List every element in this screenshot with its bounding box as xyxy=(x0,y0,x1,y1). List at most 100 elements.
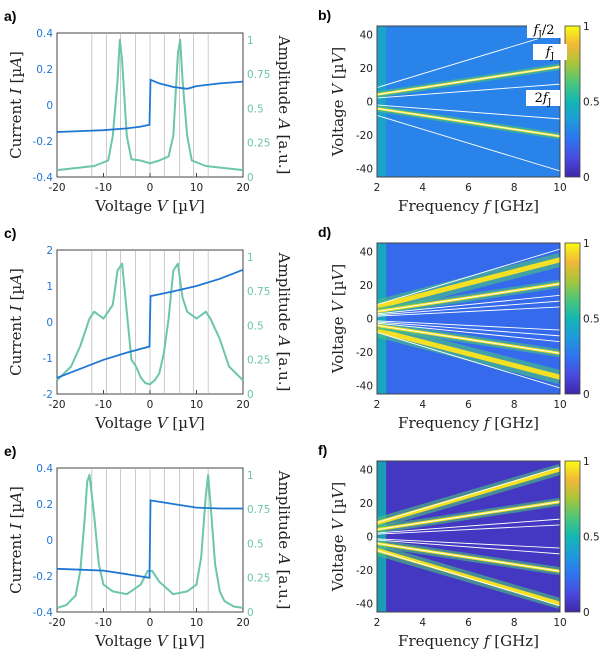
y-left-tick-label: 0.2 xyxy=(36,499,53,511)
theory-line xyxy=(377,66,560,95)
theory-line xyxy=(377,466,560,524)
theory-line xyxy=(377,538,560,549)
y-right-tick-label: 0.25 xyxy=(247,138,270,150)
line-panel-1: -20 -10 0 10 20 -0.4 -0.2 0 0.2 0.4 0 0.25 0.5 0.75 1 V… xyxy=(4,8,293,215)
x-tick-label: -20 xyxy=(48,182,65,194)
y-right-tick-label: 0 xyxy=(247,607,254,619)
x-tick-label: 20 xyxy=(236,182,249,194)
y-left-axis-label: Current I [µA] xyxy=(7,268,25,376)
x-tick-label: 8 xyxy=(511,617,518,629)
y-left-tick-label: -0.4 xyxy=(33,607,54,619)
x-tick-label: 0 xyxy=(147,617,154,629)
y-right-axis-label: Amplitude A [a.u.] xyxy=(275,470,293,610)
x-tick-label: 10 xyxy=(553,617,566,629)
y-axis-label: Voltage V [µV] xyxy=(329,47,347,157)
panel-label: a) xyxy=(4,8,16,24)
y-tick-label: 40 xyxy=(360,464,373,476)
x-tick-label: 2 xyxy=(374,399,381,411)
colorbar-tick-label: 0 xyxy=(583,172,590,184)
theory-line xyxy=(377,518,560,534)
panel-label: f) xyxy=(318,442,327,458)
y-right-tick-label: 0.75 xyxy=(247,504,270,516)
x-tick-label: 10 xyxy=(190,399,203,411)
ridge xyxy=(377,327,560,380)
theory-line xyxy=(377,300,560,316)
y-right-tick-label: 0.5 xyxy=(247,538,264,550)
colorbar-tick-label: 1 xyxy=(583,238,590,250)
annotation-box xyxy=(533,44,567,60)
y-tick-label: -40 xyxy=(356,381,373,393)
colorbar xyxy=(564,242,581,395)
y-right-tick-label: 0 xyxy=(247,172,254,184)
ridge xyxy=(377,467,560,525)
x-tick-label: -20 xyxy=(48,399,65,411)
theory-line xyxy=(377,320,560,331)
heatmap-background xyxy=(377,461,560,612)
x-tick-label: 2 xyxy=(374,617,381,629)
plot-frame xyxy=(376,242,561,395)
colorbar-tick-label: 1 xyxy=(583,456,590,468)
x-tick-label: 0 xyxy=(147,399,154,411)
colorbar-tick-label: 0.5 xyxy=(583,314,600,326)
noise-band xyxy=(377,26,387,177)
y-left-tick-label: 0.2 xyxy=(36,64,53,76)
theory-line xyxy=(377,104,560,120)
heatmap-content xyxy=(377,243,560,394)
y-tick-label: -40 xyxy=(356,599,373,611)
theory-line xyxy=(377,108,560,137)
amplitude-series xyxy=(56,38,244,172)
x-tick-label: 6 xyxy=(465,399,472,411)
y-tick-label: -40 xyxy=(356,164,373,176)
annotation-box xyxy=(527,22,561,38)
plot-frame xyxy=(376,460,561,613)
colorbar-tick-label: 0.5 xyxy=(583,97,600,109)
theory-line xyxy=(377,524,560,535)
noise-band xyxy=(377,243,387,394)
x-axis-label: Voltage V [µV] xyxy=(94,414,204,432)
theory-line xyxy=(377,325,560,354)
y-right-tick-label: 0.25 xyxy=(247,573,270,585)
y-axis-label: Voltage V [µV] xyxy=(329,264,347,374)
y-tick-label: 20 xyxy=(360,63,373,75)
x-tick-label: 0 xyxy=(147,182,154,194)
y-tick-label: 40 xyxy=(360,29,373,41)
x-tick-label: 10 xyxy=(553,182,566,194)
x-tick-label: 8 xyxy=(511,399,518,411)
theory-line xyxy=(377,294,560,315)
y-right-tick-label: 0.5 xyxy=(247,320,264,332)
theory-line xyxy=(377,248,560,306)
x-tick-label: 20 xyxy=(236,399,249,411)
y-right-tick-label: 1 xyxy=(247,35,254,47)
annotation-label: 2fJ xyxy=(535,91,552,108)
x-tick-label: 20 xyxy=(236,617,249,629)
x-axis-label: Frequency f [GHz] xyxy=(398,414,539,432)
theory-line xyxy=(377,539,560,555)
annotation-label: fJ/2 xyxy=(532,23,554,40)
y-left-tick-label: 0.4 xyxy=(36,463,53,475)
x-axis-label: Voltage V [µV] xyxy=(94,632,204,650)
x-axis-label: Voltage V [µV] xyxy=(94,197,204,215)
y-tick-label: -20 xyxy=(356,565,373,577)
theory-line xyxy=(377,549,560,607)
y-left-tick-label: -0.2 xyxy=(33,571,54,583)
x-tick-label: 10 xyxy=(190,617,203,629)
ridge xyxy=(377,257,560,310)
ridge xyxy=(377,548,560,606)
panel-label: b) xyxy=(318,7,331,23)
y-right-axis-label: Amplitude A [a.u.] xyxy=(275,35,293,175)
colorbar-tick-label: 1 xyxy=(583,21,590,33)
annotation-box xyxy=(526,90,560,106)
y-left-tick-label: 0 xyxy=(46,317,53,329)
heatmap-content xyxy=(377,461,560,612)
theory-line xyxy=(377,83,560,99)
noise-band xyxy=(377,461,387,612)
y-tick-label: 0 xyxy=(366,314,373,326)
y-left-tick-label: 0 xyxy=(46,100,53,112)
amplitude-series xyxy=(56,262,244,386)
theory-line xyxy=(377,306,560,317)
